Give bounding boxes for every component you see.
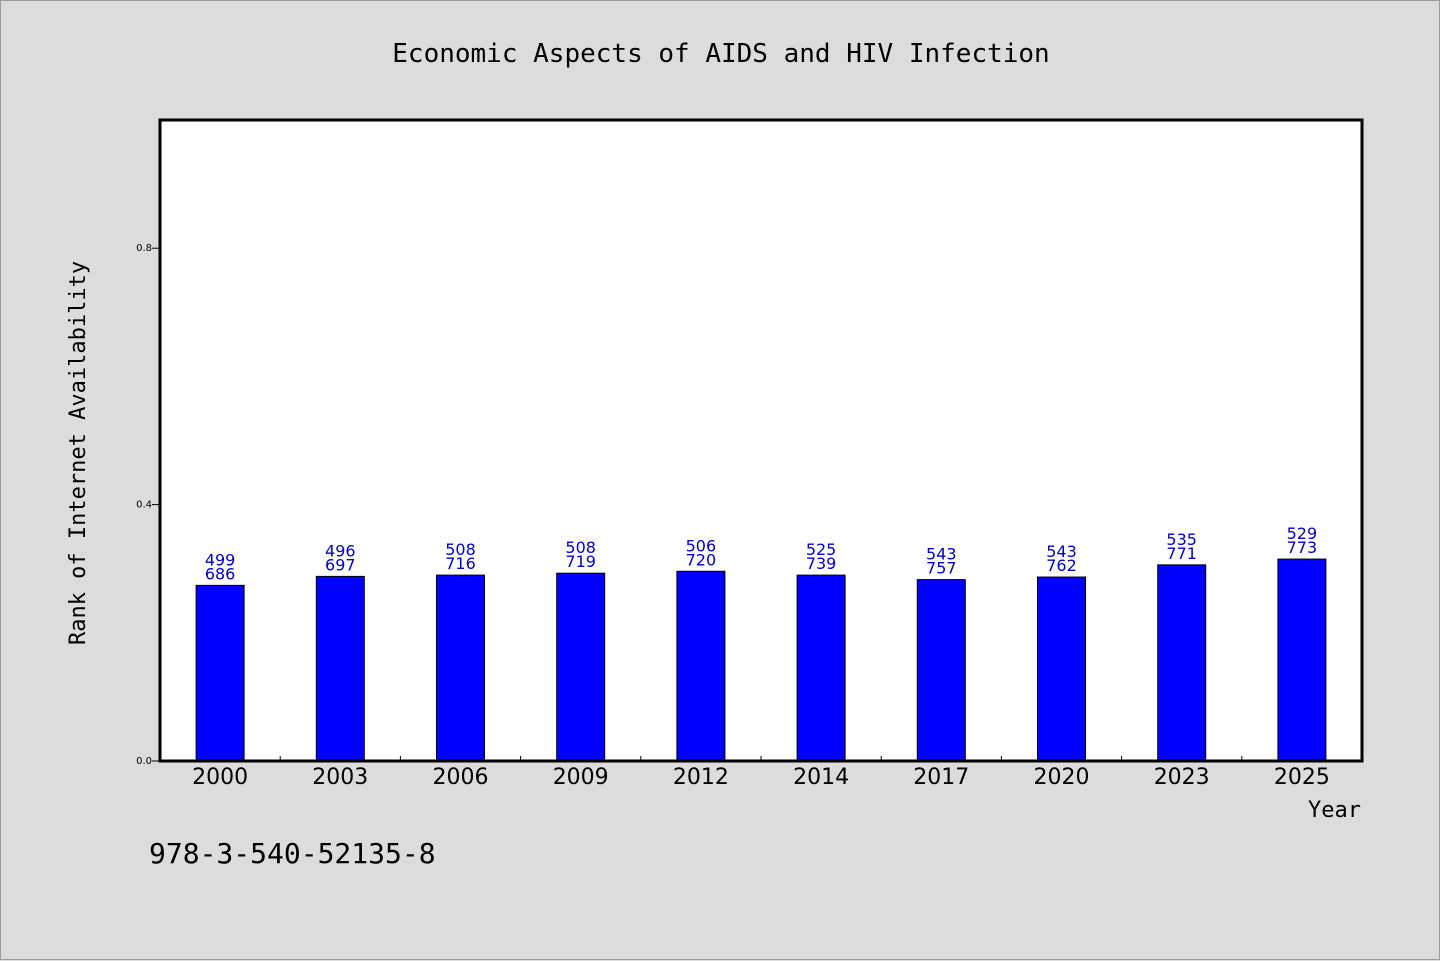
y-axis-label: Rank of Internet Availability xyxy=(66,261,91,645)
x-tick-label: 2014 xyxy=(793,765,849,790)
data-label-top: 496 xyxy=(325,541,356,560)
plot-border xyxy=(158,118,1364,763)
y-tick-label: 0.8 xyxy=(136,243,152,254)
x-tick-label: 2006 xyxy=(433,765,489,790)
data-label-top: 535 xyxy=(1166,530,1197,549)
data-label-top: 543 xyxy=(926,545,957,564)
chart-title: Economic Aspects of AIDS and HIV Infecti… xyxy=(392,39,1049,69)
data-label-bottom: 773 xyxy=(1287,538,1318,557)
data-label-bottom: 719 xyxy=(565,552,596,571)
data-labels-layer: 4996864966975087165087195067205257395437… xyxy=(205,524,1317,583)
x-axis-label: Year xyxy=(1308,798,1361,823)
data-label-bottom: 762 xyxy=(1046,556,1077,575)
data-label-top: 543 xyxy=(1046,542,1077,561)
x-tick-label: 2000 xyxy=(192,765,248,790)
x-tick-label: 2009 xyxy=(553,765,609,790)
bar xyxy=(556,572,606,762)
footnote-isbn: 978-3-540-52135-8 xyxy=(149,837,436,870)
bar xyxy=(195,584,245,762)
data-label-bottom: 697 xyxy=(325,555,356,574)
x-tick-label: 2020 xyxy=(1034,765,1090,790)
bar xyxy=(1277,558,1327,762)
x-tick-label: 2017 xyxy=(913,765,969,790)
bar xyxy=(1037,576,1086,762)
data-label-top: 506 xyxy=(686,536,717,555)
data-label-top: 529 xyxy=(1287,524,1318,543)
x-tick-label: 2025 xyxy=(1274,765,1330,790)
x-tick-label: 2023 xyxy=(1154,765,1210,790)
bar xyxy=(916,579,966,762)
ticks-layer: 0.0 0.4 0.8 2000 2003 2006 2009 2012 2014 2017 202… xyxy=(136,243,1330,790)
data-label-top: 499 xyxy=(205,550,236,569)
x-tick-label: 2003 xyxy=(312,765,368,790)
data-label-bottom: 739 xyxy=(806,554,837,573)
data-label-bottom: 686 xyxy=(205,564,236,583)
bar xyxy=(1157,564,1207,762)
data-label-top: 525 xyxy=(806,540,837,559)
x-tick-label: 2012 xyxy=(673,765,729,790)
data-label-bottom: 757 xyxy=(926,559,957,578)
y-tick-label: 0.4 xyxy=(136,500,152,511)
y-tick-label: 0.0 xyxy=(136,756,152,767)
bar xyxy=(315,575,365,762)
data-label-top: 508 xyxy=(565,538,596,557)
bar xyxy=(676,570,726,762)
bar xyxy=(436,574,485,762)
bars-layer xyxy=(195,558,1327,762)
data-label-bottom: 771 xyxy=(1166,544,1197,563)
bar xyxy=(796,574,846,762)
data-label-bottom: 716 xyxy=(445,554,476,573)
data-label-top: 508 xyxy=(445,540,476,559)
data-label-bottom: 720 xyxy=(686,550,717,569)
